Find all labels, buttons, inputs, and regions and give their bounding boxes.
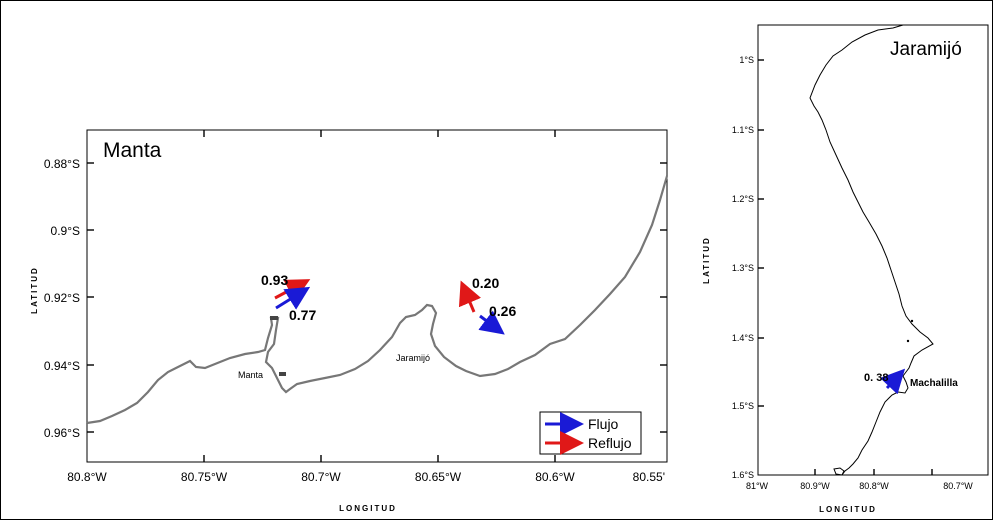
legend-reflujo-label: Reflujo: [588, 435, 632, 451]
right-map-title: Jaramijó: [890, 39, 962, 60]
arrow-value-label: 0.93: [261, 272, 288, 288]
islet: [896, 381, 900, 385]
x-tick-label: 80.55': [633, 470, 665, 484]
legend-flujo-label: Flujo: [588, 416, 619, 432]
y-tick-label: 1.3°S: [732, 263, 754, 273]
arrow-value-label: 0. 38: [864, 372, 888, 384]
flujo-arrow: [879, 368, 906, 395]
harbour-pier: [279, 372, 286, 376]
right-map-ylabel: LATITUD: [702, 236, 711, 284]
y-tick-label: 1.1°S: [732, 125, 754, 135]
reflujo-arrow: [458, 280, 482, 313]
right-map: Jaramijó 1°S 1.1°S 1.2°S 1.3°S 1.4°S 1.5…: [702, 24, 989, 514]
right-map-frame: [757, 24, 989, 476]
legend: Flujo Reflujo: [539, 411, 642, 455]
flujo-arrow: [478, 310, 505, 335]
legend-box: [539, 411, 642, 455]
y-tick-label: 1.6°S: [732, 470, 754, 480]
y-tick-label: 1°S: [739, 55, 754, 65]
y-tick-label: 0.94°S: [44, 359, 80, 373]
x-tick-label: 80.6°W: [535, 470, 575, 484]
right-coastline: [809, 24, 934, 476]
x-tick-label: 80.7°W: [301, 470, 341, 484]
x-tick-label: 80.7°W: [943, 481, 973, 491]
y-tick-label: 0.9°S: [51, 224, 80, 238]
harbour-pier: [270, 316, 278, 320]
place-label: Jaramijó: [396, 353, 430, 363]
left-map-ylabel: LATITUD: [30, 266, 39, 314]
x-tick-label: 81°W: [746, 481, 769, 491]
y-tick-label: 1.4°S: [732, 333, 754, 343]
y-tick-label: 1.2°S: [732, 194, 754, 204]
right-map-border-ticks: [758, 59, 933, 475]
islet: [910, 319, 914, 323]
right-map-xlabel: LONGITUD: [819, 505, 877, 514]
island: [833, 467, 845, 476]
y-tick-label: 0.92°S: [44, 291, 80, 305]
arrow-value-label: 0.26: [489, 303, 516, 319]
place-label: Machalilla: [910, 378, 958, 389]
y-tick-label: 1.5°S: [732, 401, 754, 411]
x-tick-label: 80.9°W: [800, 481, 830, 491]
flujo-arrow: [275, 286, 311, 310]
arrow-value-label: 0.77: [289, 307, 316, 323]
x-tick-label: 80.65°W: [415, 470, 462, 484]
left-map: Manta 0.88°S 0.9°S 0.92°S 0.94°S 0.96°S …: [30, 129, 669, 513]
left-map-xlabel: LONGITUD: [339, 504, 397, 513]
islet: [906, 339, 910, 343]
left-map-title: Manta: [103, 139, 162, 162]
x-tick-label: 80.8°W: [67, 470, 107, 484]
left-map-frame: [86, 129, 668, 463]
arrow-value-label: 0.20: [472, 275, 499, 291]
left-coastline: [86, 175, 669, 425]
x-tick-label: 80.8°W: [859, 481, 889, 491]
place-label: Manta: [238, 370, 263, 380]
left-map-border-ticks: [87, 130, 667, 462]
y-tick-label: 0.96°S: [44, 426, 80, 440]
x-tick-label: 80.75°W: [181, 470, 228, 484]
y-tick-label: 0.88°S: [44, 157, 80, 171]
